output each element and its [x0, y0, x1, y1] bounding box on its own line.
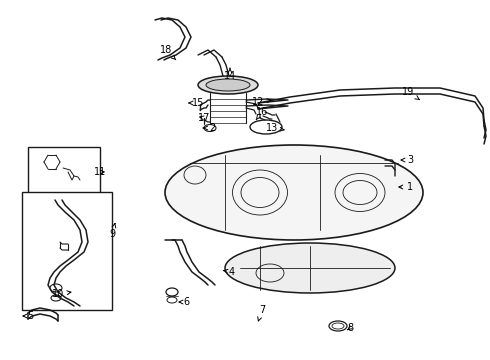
Ellipse shape [206, 79, 250, 91]
Text: 7: 7 [258, 305, 265, 321]
Text: 6: 6 [179, 297, 189, 307]
Bar [22, 192, 112, 310]
Ellipse shape [198, 76, 258, 94]
Text: 12: 12 [252, 97, 271, 107]
Text: 10: 10 [52, 289, 71, 299]
Text: 9: 9 [109, 223, 116, 239]
Text: 2: 2 [203, 123, 215, 133]
Text: 13: 13 [266, 123, 284, 133]
Text: 16: 16 [256, 107, 268, 120]
Ellipse shape [225, 243, 395, 293]
Text: 17: 17 [198, 113, 210, 123]
Text: 8: 8 [347, 323, 353, 333]
Text: 3: 3 [401, 155, 413, 165]
Ellipse shape [165, 145, 423, 240]
Bar [28, 147, 100, 195]
Text: 4: 4 [223, 267, 235, 277]
Text: 19: 19 [402, 87, 419, 100]
Text: 18: 18 [160, 45, 176, 60]
Text: 14: 14 [224, 68, 236, 81]
Text: 5: 5 [23, 311, 33, 321]
Text: 15: 15 [189, 98, 204, 108]
Text: 1: 1 [399, 182, 413, 192]
Text: 11: 11 [94, 167, 106, 177]
